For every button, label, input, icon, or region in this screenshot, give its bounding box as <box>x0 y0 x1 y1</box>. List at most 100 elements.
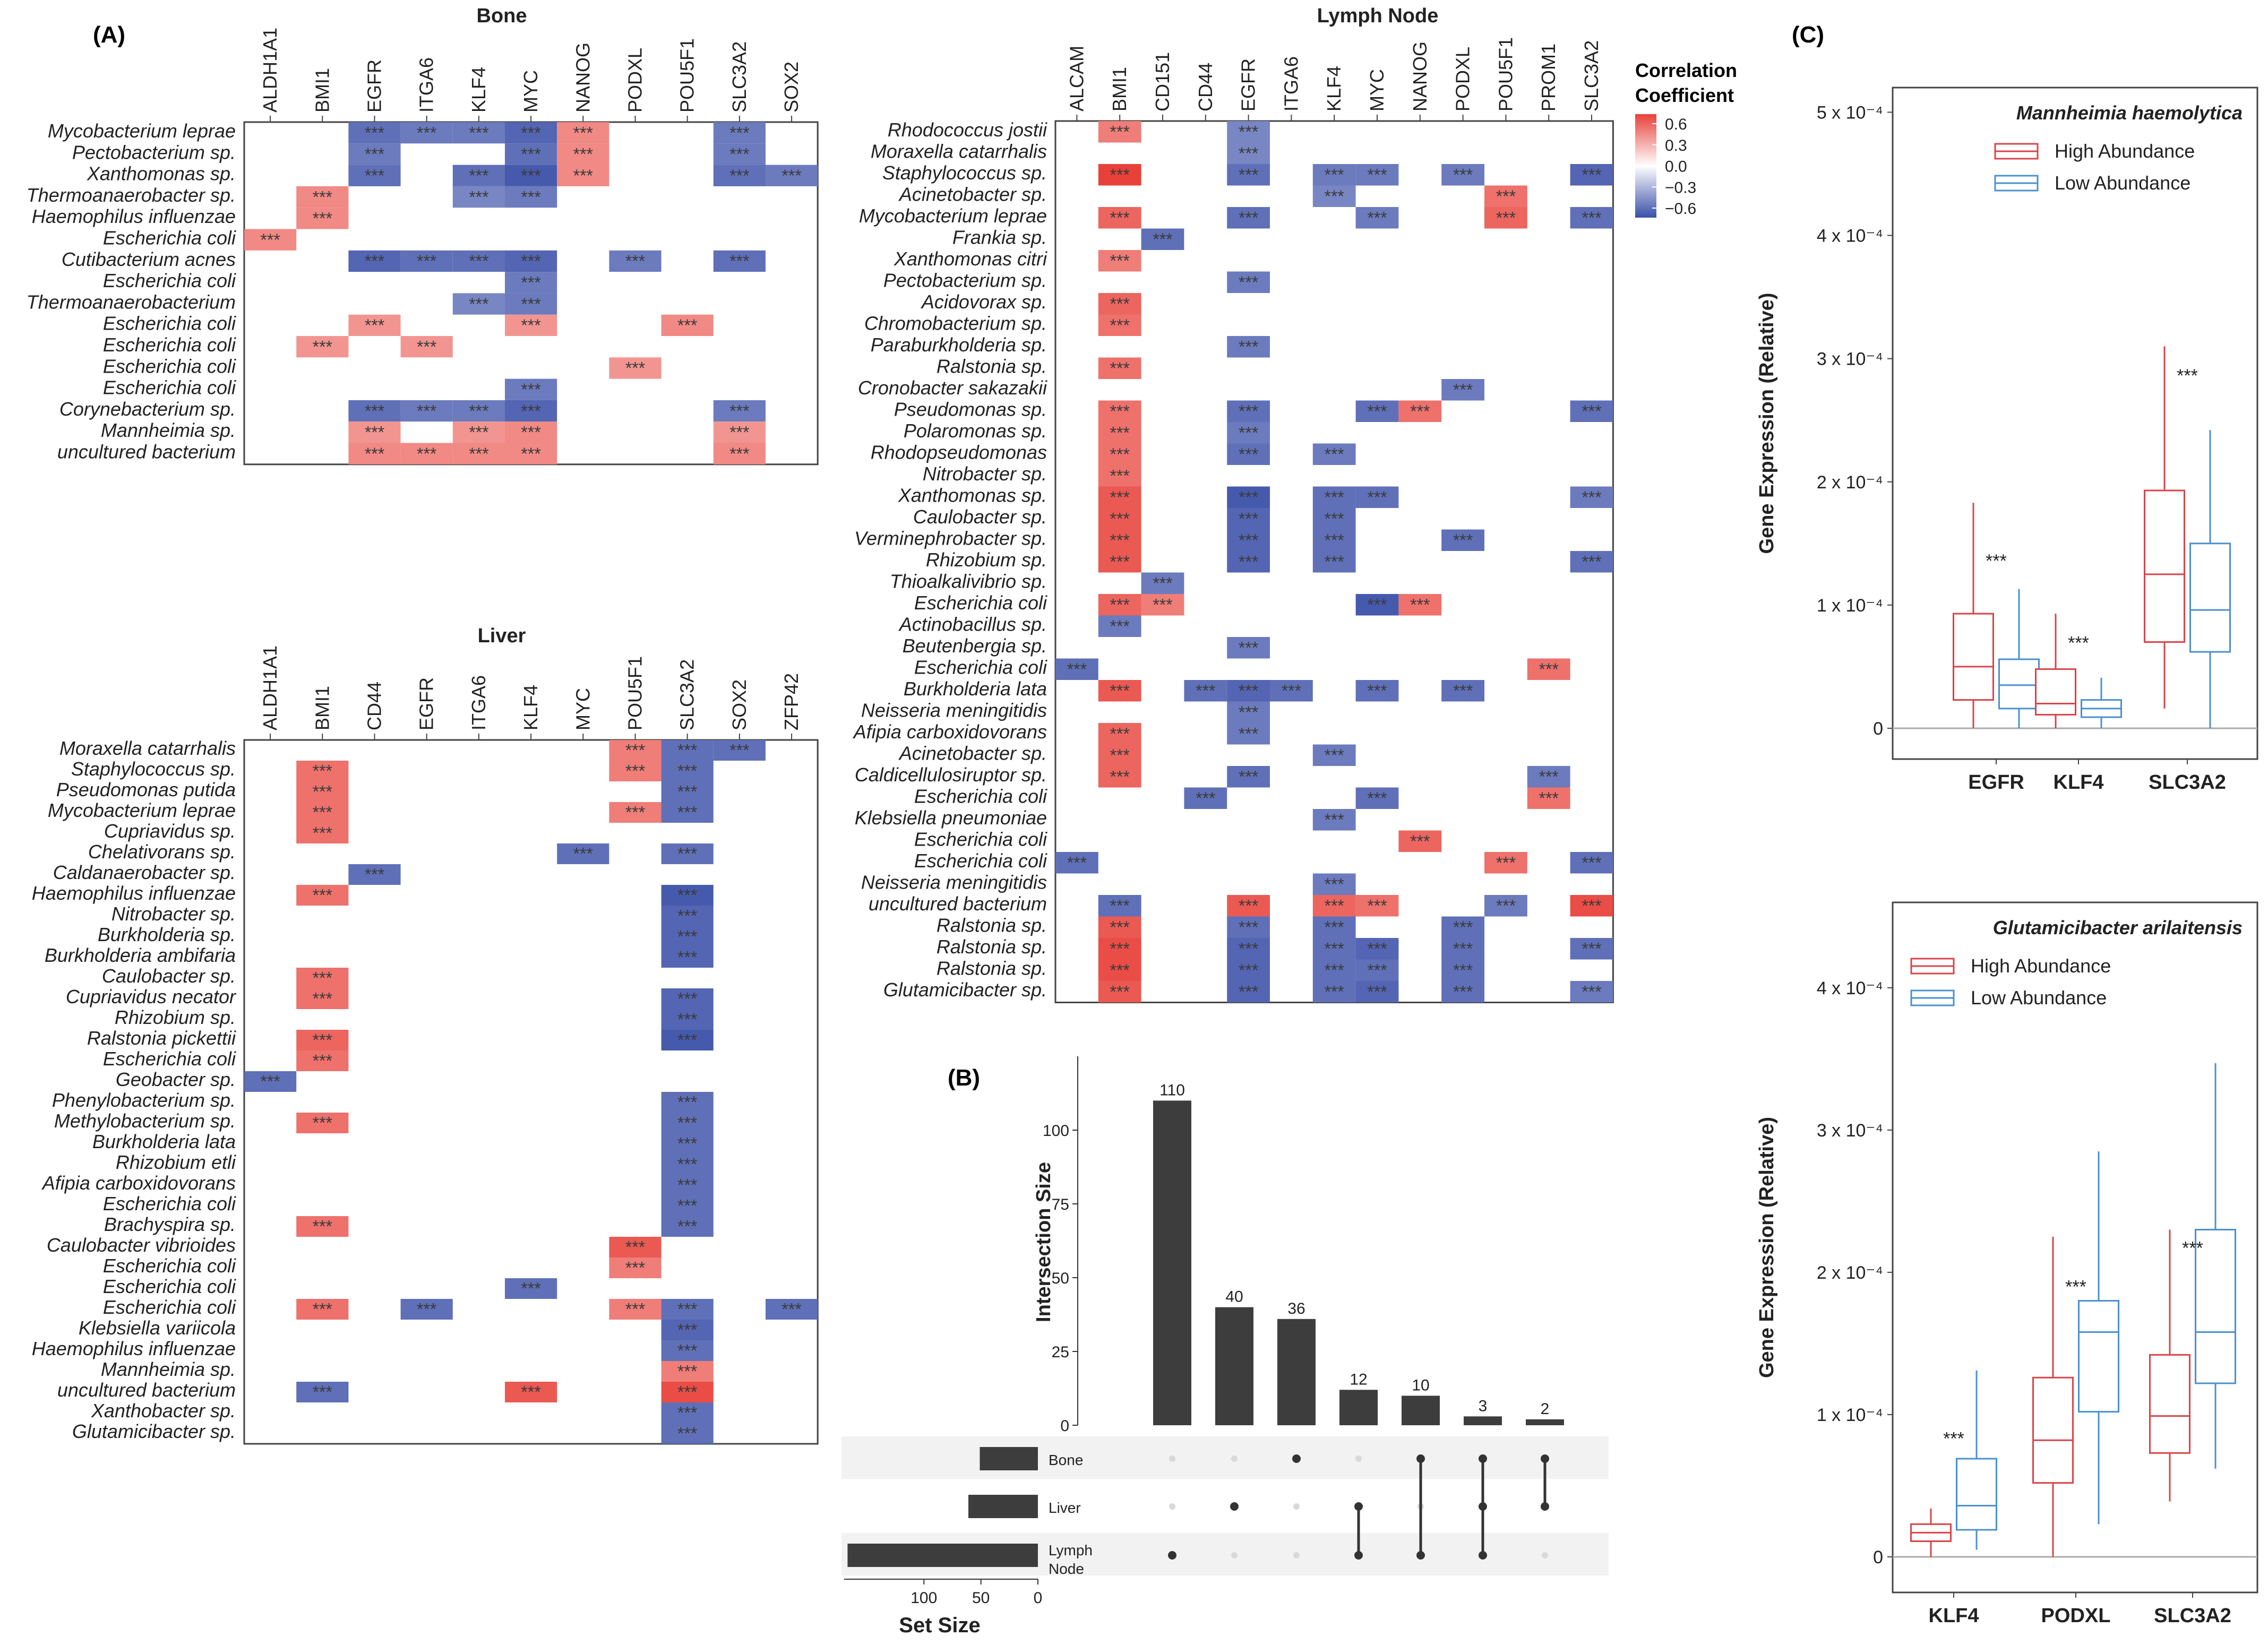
significance-marker: *** <box>1239 897 1258 916</box>
significance-marker: *** <box>521 145 540 164</box>
significance-marker: *** <box>1239 123 1258 142</box>
significance-marker: *** <box>1110 617 1130 636</box>
x-tick-label: SLC3A2 <box>2154 1605 2231 1627</box>
significance-marker: *** <box>1367 961 1387 980</box>
heatmap-cell <box>661 1195 714 1216</box>
heatmap-cell <box>452 122 505 144</box>
row-label: Brachyspira sp. <box>104 1213 236 1235</box>
legend-tick-label: −0.3 <box>1665 179 1696 196</box>
significance-marker: *** <box>1153 230 1172 249</box>
boxplot-glutamicibacter: 0 1 x 10⁻⁴ 2 x 10⁻⁴ 3 x 10⁻⁴ 4 x 10⁻⁴ Gene Ex… <box>1756 901 2258 1627</box>
significance-marker: *** <box>521 187 540 206</box>
significance-marker: *** <box>677 1320 697 1339</box>
heatmap-cell <box>1312 895 1356 917</box>
heatmap-cell <box>1484 185 1527 207</box>
heatmap-cell <box>1312 809 1356 831</box>
heatmap-cell <box>557 143 609 165</box>
column-label: ALDH1A1 <box>259 645 281 730</box>
legend-label: High Abundance <box>2055 140 2195 162</box>
significance-marker: *** <box>677 1382 697 1401</box>
row-label: Ralstonia sp. <box>937 915 1047 936</box>
heatmap-cell <box>661 926 714 947</box>
heatmap-cell <box>1227 723 1270 745</box>
row-label: Neisseria meningitidis <box>861 872 1047 893</box>
heatmap-cell <box>296 781 349 802</box>
heatmap-cell <box>1098 981 1141 1003</box>
heatmap-cell <box>296 988 349 1009</box>
row-label: Escherichia coli <box>914 829 1047 850</box>
heatmap-cell <box>348 314 401 336</box>
heatmap-cell <box>1312 486 1356 508</box>
heatmap-cell <box>1312 529 1356 551</box>
significance-marker: *** <box>1239 703 1258 722</box>
row-label: Ralstonia sp. <box>937 958 1047 979</box>
row-label: Burkholderia ambifaria <box>45 944 236 966</box>
heatmap-cell <box>1098 959 1141 981</box>
box-body <box>2078 1300 2119 1413</box>
significance-marker: *** <box>313 1113 332 1132</box>
significance-marker: *** <box>1110 918 1130 937</box>
y-tick-label: 0 <box>1873 1547 1883 1568</box>
significance-marker: *** <box>1582 897 1601 916</box>
column-label: ITGA6 <box>468 675 489 730</box>
heatmap-cell <box>1141 228 1184 250</box>
significance-marker: *** <box>729 740 749 760</box>
matrix-dot-inactive <box>1293 1552 1300 1558</box>
row-label: Escherichia coli <box>914 592 1047 614</box>
significance-marker: *** <box>1239 510 1258 529</box>
heatmap-lymph-node: Lymph Node ALCAM BMI1 CD151 CD44 EGFR ITGA6 KLF… <box>853 5 1614 1003</box>
significance-marker: *** <box>1410 596 1430 615</box>
row-label: Pseudomonas sp. <box>894 399 1047 420</box>
heatmap-cell <box>1355 164 1399 186</box>
heatmap-cell <box>661 1320 714 1340</box>
set-size-tick-label: 0 <box>1034 1589 1043 1607</box>
significance-marker: *** <box>1496 854 1516 873</box>
heatmap-cell <box>713 740 766 761</box>
heatmap-cell <box>1098 422 1141 444</box>
correlation-legend: Correlation Coefficient 0.6 0.3 0.0 −0.3 −0.… <box>1635 59 1737 218</box>
intersection-bar <box>1464 1416 1502 1425</box>
significance-marker: *** <box>625 803 645 822</box>
plot-title: Mannheimia haemolytica <box>2016 102 2243 124</box>
heatmap-cell <box>661 1382 714 1402</box>
significance-marker: *** <box>313 187 332 206</box>
significance-marker: *** <box>1110 445 1130 464</box>
intersection-bar-label: 110 <box>1159 1081 1185 1099</box>
heatmap-cell <box>1098 465 1141 487</box>
significance-marker: *** <box>1367 488 1387 507</box>
heatmap-cell <box>1227 529 1270 551</box>
x-tick-label: SLC3A2 <box>2149 771 2226 794</box>
upset-y-tick-label: 75 <box>1052 1196 1069 1213</box>
row-label: Acidovorax sp. <box>921 291 1047 313</box>
legend-tick-label: −0.6 <box>1665 200 1696 218</box>
significance-marker: *** <box>469 401 488 420</box>
significance-marker: *** <box>1239 768 1258 787</box>
significance-marker: *** <box>677 1341 697 1360</box>
heatmap-cell <box>505 122 557 144</box>
heatmap-cell <box>1098 250 1141 272</box>
row-label: Escherichia coli <box>103 1276 236 1297</box>
upset-y-tick-label: 0 <box>1060 1417 1069 1435</box>
significance-marker: *** <box>1325 488 1344 507</box>
box-body <box>1956 1458 1997 1531</box>
legend-title-line2: Coefficient <box>1635 84 1734 106</box>
row-label: Haemophilus influenzae <box>32 882 236 904</box>
upset-y-tick-label: 50 <box>1052 1270 1069 1287</box>
significance-marker: *** <box>1367 166 1387 185</box>
row-label: Pseudomonas putida <box>56 779 236 800</box>
significance-marker: *** <box>1367 940 1387 959</box>
row-label: Thermoanaerobacter sp. <box>27 184 236 206</box>
column-label: EGFR <box>1238 58 1259 111</box>
heatmap-cell <box>1441 959 1484 981</box>
legend-tick-label: 0.0 <box>1665 158 1687 176</box>
intersection-bar <box>1339 1390 1378 1425</box>
y-tick-label: 3 x 10⁻⁴ <box>1817 349 1883 369</box>
box-body <box>2189 542 2231 653</box>
significance-marker: *** <box>1239 553 1258 572</box>
panel-label-c: (C) <box>1792 22 1824 48</box>
significance-marker: *** <box>313 782 332 801</box>
row-label: Thermoanaerobacterium <box>27 291 236 313</box>
significance-marker: *** <box>1539 660 1559 679</box>
significance-marker: *** <box>417 252 436 271</box>
intersection-bar <box>1277 1319 1316 1425</box>
